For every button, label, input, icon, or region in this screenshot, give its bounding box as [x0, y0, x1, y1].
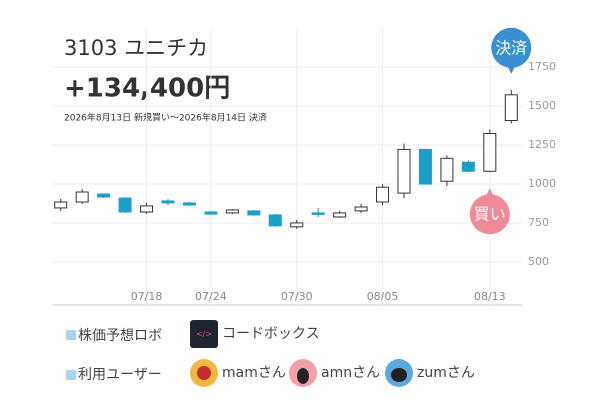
robot-label: 株価予想ロボ	[78, 328, 162, 344]
robot-icon-glyph: </>	[196, 330, 212, 339]
candle-body	[311, 212, 325, 215]
y-tick-label: 1000	[528, 177, 556, 190]
stock-title: 3103 ユニチカ	[64, 36, 208, 60]
y-tick-label: 500	[528, 255, 549, 268]
x-tick-label: 08/13	[474, 290, 506, 303]
user-name: zumさん	[417, 365, 475, 381]
users-label: 利用ユーザー	[78, 367, 162, 383]
candle-body	[268, 214, 282, 227]
candle-body	[54, 201, 68, 209]
robot-icon	[190, 320, 218, 348]
annotation-text: 買い	[474, 205, 506, 224]
x-tick-label: 07/24	[195, 290, 227, 303]
candle-body	[161, 200, 175, 204]
robot-name: コードボックス	[222, 326, 320, 342]
annotation-badge	[469, 194, 510, 235]
candle-body	[140, 205, 154, 213]
candle-body	[204, 211, 218, 215]
candle-body	[354, 206, 368, 212]
candle-body	[440, 157, 454, 182]
candle-body	[75, 191, 89, 203]
x-tick-label: 07/30	[281, 290, 313, 303]
candle-body	[504, 94, 518, 122]
plot: 500 750 1000 1250 1500 1750 07/18 07/24 07/30 08/…	[52, 27, 556, 305]
candle-body	[290, 222, 304, 228]
avatar-detail	[197, 366, 211, 380]
candle-body	[97, 193, 111, 198]
candle-body	[118, 197, 132, 213]
bullet	[66, 330, 76, 340]
y-tick-label: 1750	[528, 60, 556, 73]
candle-body	[376, 186, 390, 203]
candle-body	[418, 148, 432, 185]
y-tick-label: 750	[528, 216, 549, 229]
avatar-detail	[391, 368, 407, 382]
avatar-detail	[297, 368, 309, 384]
candle-body	[225, 209, 239, 214]
candle-body	[461, 161, 475, 172]
annotation-text: 決済	[495, 38, 527, 57]
candle-body	[182, 202, 196, 206]
user-name: mamさん	[222, 365, 286, 381]
user-name: amnさん	[321, 365, 380, 381]
annotation-badge	[491, 27, 532, 68]
profit: +134,400円	[64, 74, 230, 104]
candle-body	[333, 212, 347, 218]
y-tick-label: 1500	[528, 99, 556, 112]
x-tick-label: 07/18	[131, 290, 163, 303]
candle-body	[483, 132, 497, 172]
y-tick-label: 1250	[528, 138, 556, 151]
candle-body	[247, 210, 261, 216]
bullet	[66, 370, 76, 380]
x-tick-label: 08/05	[367, 290, 399, 303]
candle-body	[397, 148, 411, 194]
period: 2026年8月13日 新規買い〜2026年8月14日 決済	[64, 112, 267, 124]
